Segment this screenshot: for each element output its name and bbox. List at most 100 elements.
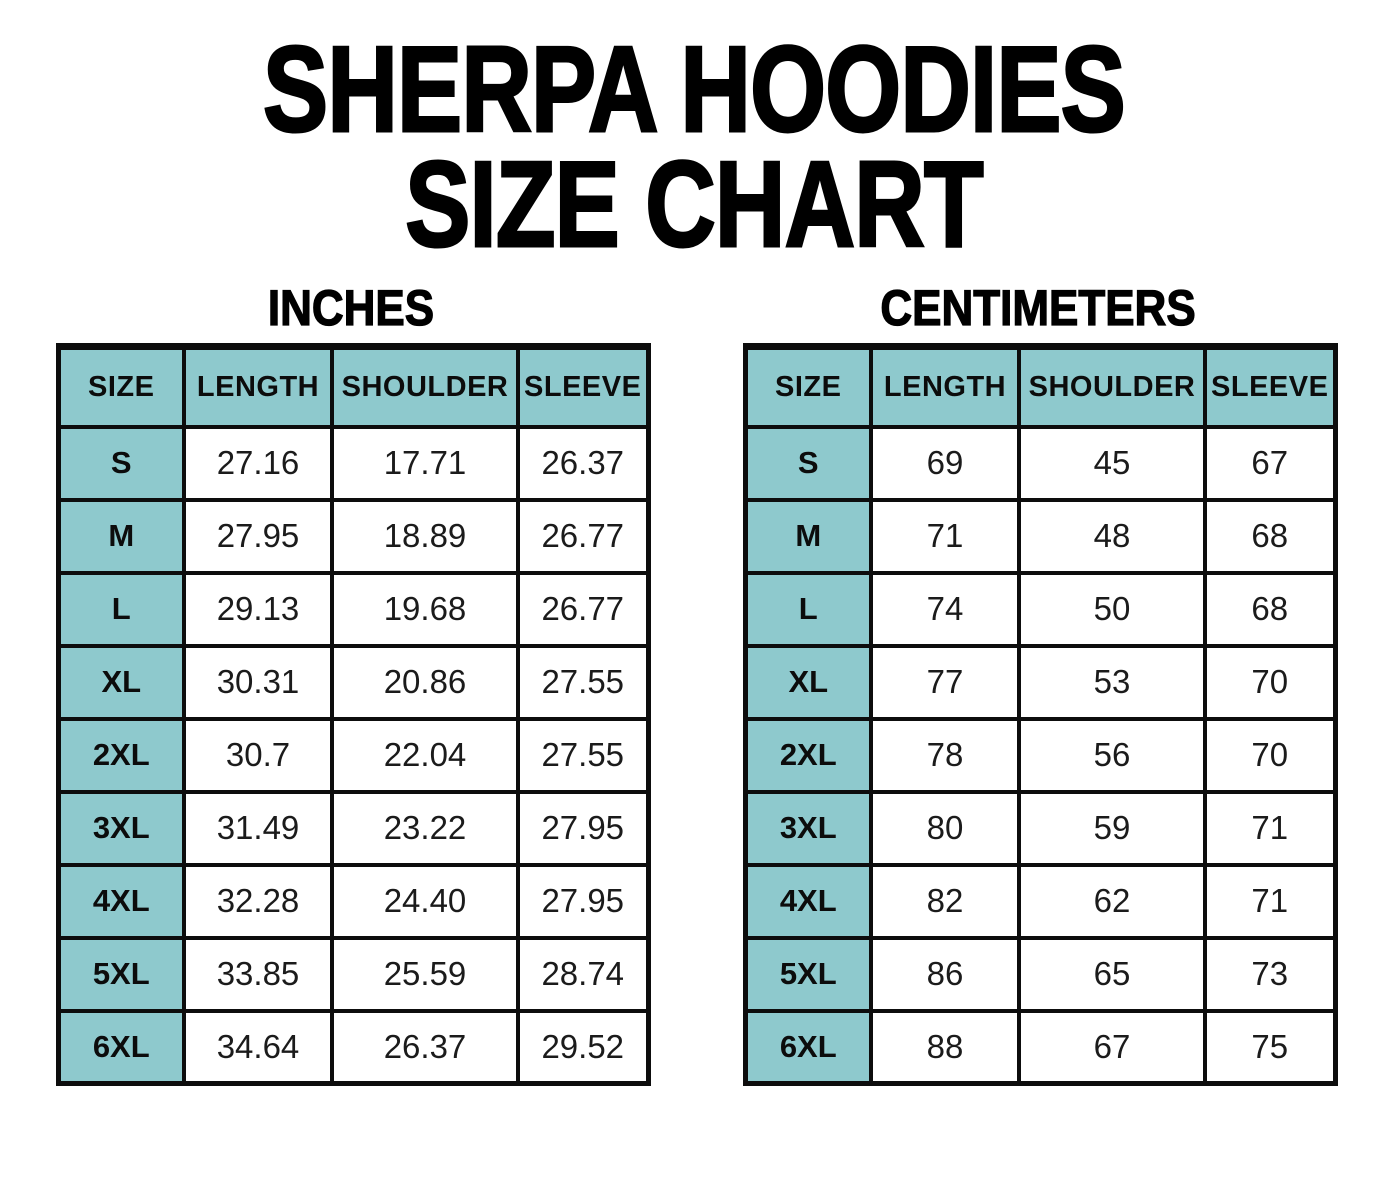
table-row: 4XL 82 62 71 — [743, 862, 1337, 940]
inches-table: SIZE LENGTH SHOULDER SLEEVE S 27.16 17.71 26.3… — [55, 343, 651, 1087]
title-line-1: SHERPA HOODIES — [262, 21, 1127, 157]
centimeters-section: CENTIMETERS SIZE LENGTH SHOULDER SLEEVE S 69… — [742, 280, 1338, 1087]
size-cell: M — [56, 497, 186, 575]
value-cell: 22.04 — [330, 716, 520, 794]
title-line-2: SIZE CHART — [404, 135, 985, 272]
table-row: 3XL 80 59 71 — [743, 789, 1337, 867]
table-row: L 74 50 68 — [743, 570, 1337, 648]
value-cell: 34.64 — [182, 1008, 334, 1086]
size-cell: S — [743, 424, 873, 502]
size-cell: 6XL — [56, 1008, 186, 1086]
table-row: S 27.16 17.71 26.37 — [56, 424, 650, 502]
value-cell: 31.49 — [182, 789, 334, 867]
value-cell: 33.85 — [182, 935, 334, 1013]
value-cell: 69 — [869, 424, 1021, 502]
value-cell: 71 — [1203, 862, 1337, 940]
size-cell: 2XL — [743, 716, 873, 794]
inches-heading: INCHES — [267, 280, 434, 337]
centimeters-heading: CENTIMETERS — [879, 280, 1196, 337]
table-row: XL 30.31 20.86 27.55 — [56, 643, 650, 721]
value-cell: 71 — [869, 497, 1021, 575]
header-row: SIZE LENGTH SHOULDER SLEEVE — [743, 344, 1337, 429]
value-cell: 26.37 — [516, 424, 650, 502]
value-cell: 88 — [869, 1008, 1021, 1086]
value-cell: 25.59 — [330, 935, 520, 1013]
value-cell: 26.77 — [516, 497, 650, 575]
column-header-length: LENGTH — [182, 344, 334, 429]
value-cell: 78 — [869, 716, 1021, 794]
value-cell: 17.71 — [330, 424, 520, 502]
value-cell: 27.55 — [516, 716, 650, 794]
table-row: XL 77 53 70 — [743, 643, 1337, 721]
value-cell: 75 — [1203, 1008, 1337, 1086]
size-cell: XL — [743, 643, 873, 721]
value-cell: 45 — [1017, 424, 1207, 502]
value-cell: 28.74 — [516, 935, 650, 1013]
table-row: 2XL 30.7 22.04 27.55 — [56, 716, 650, 794]
value-cell: 65 — [1017, 935, 1207, 1013]
value-cell: 50 — [1017, 570, 1207, 648]
value-cell: 26.37 — [330, 1008, 520, 1086]
value-cell: 27.16 — [182, 424, 334, 502]
table-row: S 69 45 67 — [743, 424, 1337, 502]
value-cell: 18.89 — [330, 497, 520, 575]
value-cell: 23.22 — [330, 789, 520, 867]
value-cell: 68 — [1203, 570, 1337, 648]
size-cell: 5XL — [743, 935, 873, 1013]
value-cell: 27.95 — [516, 789, 650, 867]
table-row: M 71 48 68 — [743, 497, 1337, 575]
value-cell: 71 — [1203, 789, 1337, 867]
value-cell: 86 — [869, 935, 1021, 1013]
size-cell: 4XL — [743, 862, 873, 940]
size-cell: 6XL — [743, 1008, 873, 1086]
size-cell: 2XL — [56, 716, 186, 794]
value-cell: 30.31 — [182, 643, 334, 721]
value-cell: 67 — [1203, 424, 1337, 502]
value-cell: 32.28 — [182, 862, 334, 940]
value-cell: 19.68 — [330, 570, 520, 648]
column-header-size: SIZE — [743, 344, 873, 429]
value-cell: 67 — [1017, 1008, 1207, 1086]
centimeters-table: SIZE LENGTH SHOULDER SLEEVE S 69 45 67 M 71 48 68 L… — [742, 343, 1338, 1087]
value-cell: 68 — [1203, 497, 1337, 575]
column-header-sleeve: SLEEVE — [1203, 344, 1337, 429]
size-cell: 3XL — [743, 789, 873, 867]
value-cell: 48 — [1017, 497, 1207, 575]
table-row: 3XL 31.49 23.22 27.95 — [56, 789, 650, 867]
table-row: L 29.13 19.68 26.77 — [56, 570, 650, 648]
value-cell: 30.7 — [182, 716, 334, 794]
value-cell: 73 — [1203, 935, 1337, 1013]
value-cell: 56 — [1017, 716, 1207, 794]
value-cell: 82 — [869, 862, 1021, 940]
table-row: 6XL 88 67 75 — [743, 1008, 1337, 1086]
value-cell: 27.55 — [516, 643, 650, 721]
size-cell: 5XL — [56, 935, 186, 1013]
table-row: 2XL 78 56 70 — [743, 716, 1337, 794]
column-header-sleeve: SLEEVE — [516, 344, 650, 429]
value-cell: 26.77 — [516, 570, 650, 648]
value-cell: 24.40 — [330, 862, 520, 940]
table-row: 4XL 32.28 24.40 27.95 — [56, 862, 650, 940]
value-cell: 59 — [1017, 789, 1207, 867]
value-cell: 27.95 — [516, 862, 650, 940]
size-cell: 4XL — [56, 862, 186, 940]
size-cell: L — [56, 570, 186, 648]
value-cell: 27.95 — [182, 497, 334, 575]
inches-section: INCHES SIZE LENGTH SHOULDER SLEEVE S 27.16 17… — [55, 280, 651, 1087]
table-row: M 27.95 18.89 26.77 — [56, 497, 650, 575]
value-cell: 53 — [1017, 643, 1207, 721]
header-row: SIZE LENGTH SHOULDER SLEEVE — [56, 344, 650, 429]
size-cell: S — [56, 424, 186, 502]
table-row: 5XL 33.85 25.59 28.74 — [56, 935, 650, 1013]
size-cell: XL — [56, 643, 186, 721]
value-cell: 29.52 — [516, 1008, 650, 1086]
value-cell: 77 — [869, 643, 1021, 721]
size-cell: M — [743, 497, 873, 575]
value-cell: 29.13 — [182, 570, 334, 648]
column-header-shoulder: SHOULDER — [1017, 344, 1207, 429]
value-cell: 70 — [1203, 716, 1337, 794]
column-header-shoulder: SHOULDER — [330, 344, 520, 429]
table-row: 5XL 86 65 73 — [743, 935, 1337, 1013]
size-cell: L — [743, 570, 873, 648]
